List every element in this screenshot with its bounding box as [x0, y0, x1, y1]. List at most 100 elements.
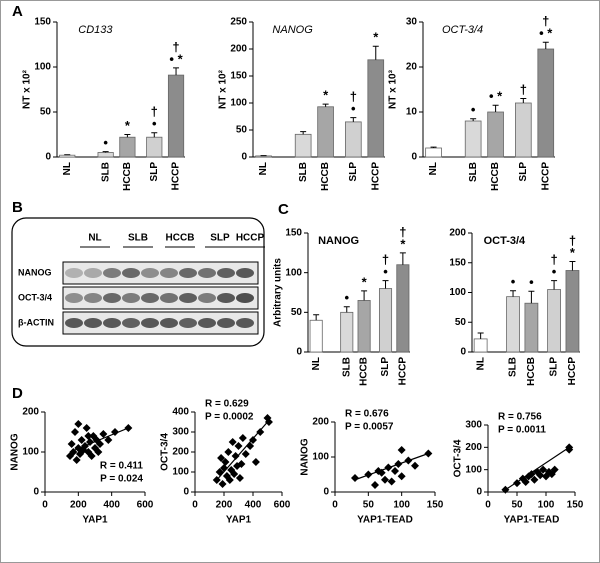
point: [397, 446, 406, 454]
band: [122, 293, 140, 303]
bar: [487, 111, 504, 158]
y-tick-label: 300: [465, 420, 482, 431]
x-tick-label: SLP: [518, 162, 529, 182]
band: [179, 318, 197, 328]
annotation: P = 0.0011: [498, 425, 546, 436]
bar: [378, 288, 393, 353]
bar: [464, 120, 482, 158]
y-tick-label: 30: [406, 17, 418, 28]
bar: [317, 106, 334, 158]
error-bar: [492, 104, 499, 112]
lane-label: SLP: [210, 233, 230, 244]
x-tick-label: 150: [427, 500, 444, 511]
point: [84, 432, 93, 440]
point: [397, 472, 406, 481]
y-tick-label: 100: [465, 464, 482, 475]
chart-title: NANOG: [272, 24, 313, 36]
y-tick-label: 250: [230, 17, 247, 28]
chart-title: NANOG: [318, 235, 359, 247]
band: [236, 268, 254, 278]
sig-marker: •: [344, 290, 349, 305]
error-bar: [477, 332, 484, 339]
sig-marker: • *: [489, 89, 503, 104]
sig-marker: *: [373, 30, 379, 45]
band: [198, 318, 216, 328]
error-bar: [569, 261, 576, 271]
band: [103, 293, 121, 303]
x-tick-label: 400: [245, 500, 262, 511]
point: [224, 448, 233, 456]
error-bar: [430, 146, 437, 148]
trend-line: [354, 452, 429, 481]
y-tick-label: 200: [465, 442, 482, 453]
band: [198, 268, 216, 278]
lane-label: HCCP: [236, 233, 265, 244]
y-tick-label: 150: [34, 17, 51, 28]
y-tick-label: 100: [172, 467, 189, 478]
sig-marker: †: [550, 252, 557, 267]
point: [391, 467, 399, 475]
point: [217, 454, 226, 462]
annotation: R = 0.756: [498, 412, 542, 423]
x-tick-label: SLB: [100, 162, 111, 182]
point: [67, 440, 76, 448]
y-axis-label: NT x 10³: [388, 69, 399, 109]
error-bar: [399, 252, 406, 265]
sig-marker: *: [323, 88, 329, 103]
lane-label: SLB: [128, 233, 148, 244]
error-bar: [372, 45, 379, 60]
chart-title: CD133: [78, 24, 113, 36]
trend-line: [69, 427, 129, 453]
point: [237, 460, 246, 468]
x-axis-label: YAP1-TEAD: [504, 515, 560, 526]
x-tick-label: HCCP: [370, 162, 381, 191]
y-tick-label: 100: [449, 287, 466, 298]
band: [65, 293, 83, 303]
y-axis-label: OCT-3/4: [453, 439, 464, 477]
band: [179, 293, 197, 303]
y-tick-label: 200: [312, 417, 329, 428]
point: [256, 428, 265, 436]
x-axis-label: YAP1-TEAD: [357, 515, 413, 526]
row-label: OCT-3/4: [18, 292, 52, 302]
y-tick-label: 200: [172, 447, 189, 458]
y-tick-label: 0: [296, 347, 302, 358]
blot-box: [11, 217, 265, 347]
sig-marker: •: [351, 101, 356, 116]
point: [96, 440, 104, 448]
trend-line: [505, 446, 570, 491]
row-label: NANOG: [18, 267, 52, 277]
sig-marker: †: [350, 89, 357, 104]
band: [103, 318, 121, 328]
point: [77, 436, 86, 444]
point: [99, 430, 108, 438]
sig-marker: †: [399, 224, 406, 239]
sig-marker: †: [520, 82, 527, 97]
band: [65, 318, 83, 328]
error-bar: [470, 118, 477, 121]
band: [236, 293, 254, 303]
bar: [357, 300, 371, 353]
band: [217, 268, 235, 278]
annotation: R = 0.676: [345, 409, 389, 420]
point: [351, 474, 359, 482]
sig-marker: †: [172, 39, 179, 54]
x-tick-label: 100: [538, 500, 555, 511]
y-tick-label: 0: [45, 152, 51, 163]
band: [217, 318, 235, 328]
band: [141, 293, 159, 303]
bar: [97, 152, 114, 158]
point: [381, 475, 389, 484]
x-tick-label: 50: [511, 500, 523, 511]
y-tick-label: 0: [323, 487, 329, 498]
x-tick-label: SLP: [380, 357, 391, 377]
band: [141, 318, 159, 328]
sig-marker: •: [103, 135, 108, 150]
y-tick-label: 50: [291, 307, 303, 318]
x-tick-label: 50: [363, 500, 375, 511]
y-tick-label: 150: [230, 71, 247, 82]
point: [251, 458, 260, 466]
point: [411, 461, 419, 470]
bar: [396, 264, 410, 353]
point: [264, 418, 273, 426]
